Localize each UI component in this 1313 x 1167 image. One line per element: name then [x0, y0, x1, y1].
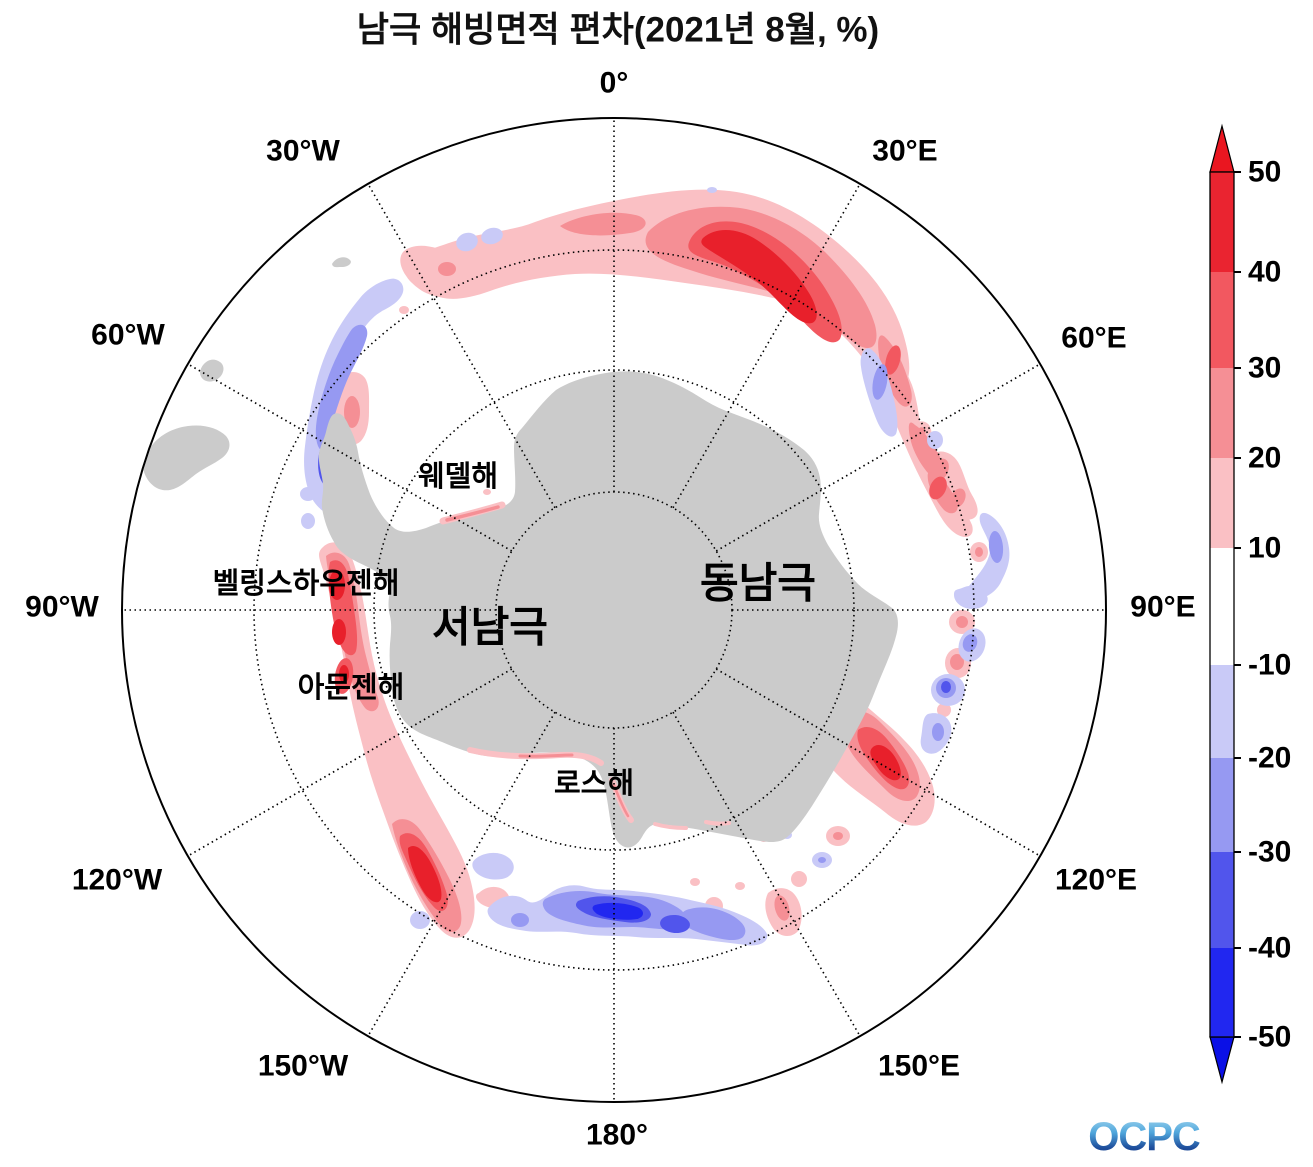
- colorbar-arrow-top: [1209, 123, 1235, 173]
- island-south-georgia: [200, 359, 224, 382]
- colorbar-segment: [1210, 548, 1234, 665]
- colorbar-tick-50: 50: [1248, 156, 1281, 189]
- colorbar-segment: [1210, 272, 1234, 368]
- label-east-antarctica: 동남극: [700, 560, 816, 607]
- label-bellingshausen-sea: 벨링스하우젠해: [213, 567, 400, 600]
- lon-label-120e: 120°E: [1055, 864, 1137, 897]
- colorbar-tick-marks: [1234, 171, 1241, 1038]
- colorbar-tick-m20: -20: [1248, 742, 1291, 775]
- colorbar-tick-m40: -40: [1248, 932, 1291, 965]
- lon-label-90e: 90°E: [1130, 591, 1195, 624]
- anomaly-negative-level4: [592, 902, 643, 920]
- colorbar-segment: [1210, 665, 1234, 758]
- colorbar-segment: [1210, 368, 1234, 458]
- colorbar-segment: [1210, 852, 1234, 948]
- colorbar-tick-labels: 50 40 30 20 10 -10 -20 -30 -40 -50: [1248, 156, 1291, 1054]
- map-area: [123, 119, 1105, 1101]
- colorbar-arrow-bottom: [1209, 1036, 1235, 1085]
- map-boundary-circle: [121, 117, 1107, 1103]
- colorbar-tick-m10: -10: [1248, 649, 1291, 682]
- latitude-circle-60s: [253, 249, 975, 971]
- label-west-antarctica: 서남극: [432, 604, 548, 651]
- colorbar-tick-20: 20: [1248, 442, 1281, 475]
- lon-label-150e: 150°E: [878, 1050, 960, 1083]
- antarctica-continent: [318, 371, 898, 848]
- colorbar: 50 40 30 20 10 -10 -20 -30 -40 -50: [1209, 123, 1291, 1085]
- colorbar-tick-10: 10: [1248, 532, 1281, 565]
- colorbar-tick-40: 40: [1248, 256, 1281, 289]
- island-south-orkney: [332, 257, 351, 268]
- lon-label-60e: 60°E: [1061, 322, 1126, 355]
- colorbar-segment: [1210, 758, 1234, 852]
- land-south-america-tip: [142, 425, 230, 491]
- lon-label-0: 0°: [600, 67, 629, 100]
- map-title: 남극 해빙면적 편차(2021년 8월, %): [357, 11, 879, 50]
- lon-label-30w: 30°W: [266, 135, 340, 168]
- colorbar-segment: [1210, 948, 1234, 1037]
- colorbar-segments: [1210, 172, 1234, 1037]
- colorbar-border: [1209, 171, 1235, 1038]
- anomaly-positive-level4: [329, 229, 901, 903]
- lon-label-150w: 150°W: [258, 1050, 349, 1083]
- colorbar-segment: [1210, 458, 1234, 548]
- colorbar-tick-30: 30: [1248, 352, 1281, 385]
- geography-labels: 웨델해 벨링스하우젠해 아문젠해 로스해 서남극 동남극: [213, 460, 816, 800]
- colorbar-segment: [1210, 172, 1234, 272]
- lon-label-120w: 120°W: [72, 864, 163, 897]
- lon-label-60w: 60°W: [91, 319, 165, 352]
- ocpc-logo: OCPC: [1088, 1115, 1200, 1159]
- lon-label-180: 180°: [586, 1119, 648, 1152]
- lon-label-30e: 30°E: [872, 135, 937, 168]
- graticule: [123, 119, 1105, 1101]
- colorbar-tick-m30: -30: [1248, 836, 1291, 869]
- label-amundsen-sea: 아문젠해: [298, 671, 405, 704]
- longitude-labels: 0° 30°E 60°E 90°E 120°E 150°E 180° 150°W…: [25, 67, 1196, 1152]
- antarctica-landmass: [142, 257, 898, 848]
- coastal-anomaly-streaks: [439, 501, 731, 830]
- lon-label-90w: 90°W: [25, 591, 99, 624]
- label-ross-sea: 로스해: [554, 767, 634, 800]
- latitude-circle-70s: [373, 369, 855, 851]
- label-weddell-sea: 웨델해: [418, 460, 498, 493]
- colorbar-tick-m50: -50: [1248, 1021, 1291, 1054]
